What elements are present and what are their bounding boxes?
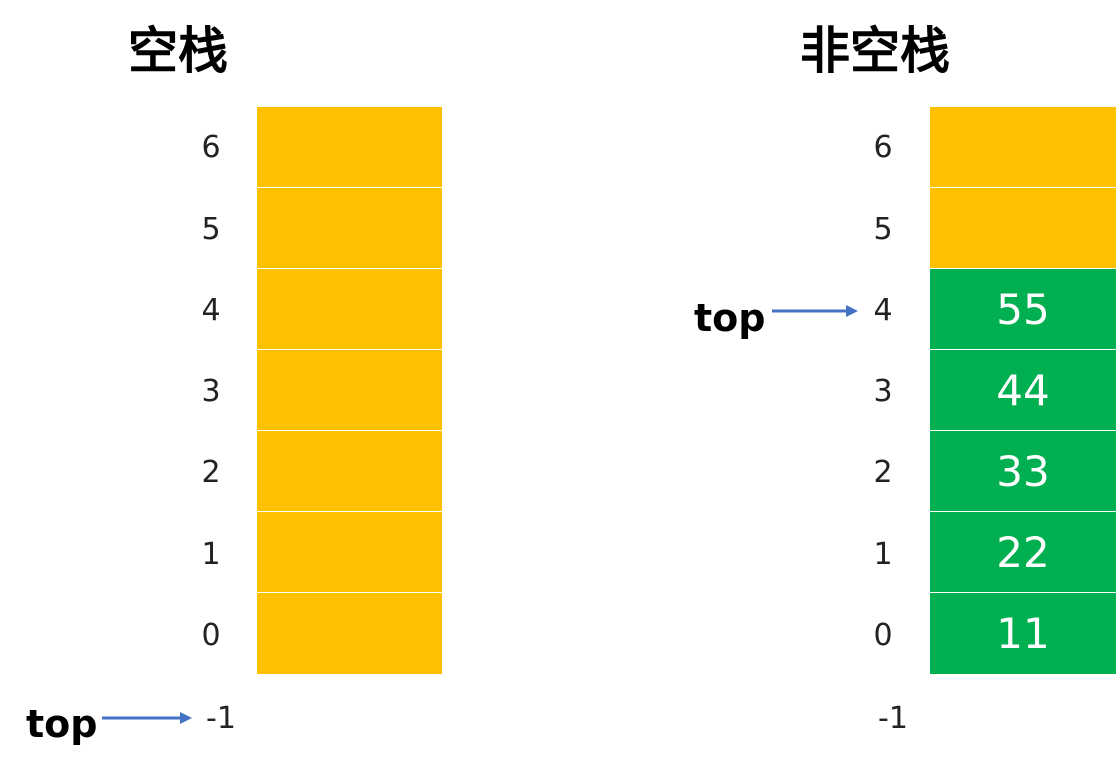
- index-label-0: 0: [873, 618, 893, 653]
- index-label-5: 5: [201, 212, 221, 247]
- index-label-0: 0: [201, 618, 221, 653]
- stack-slot-6: [930, 107, 1116, 188]
- index-label-minus-1: -1: [206, 701, 236, 736]
- index-label-minus-1: -1: [878, 701, 908, 736]
- stack-slot-5: [930, 188, 1116, 269]
- index-label-1: 1: [873, 537, 893, 572]
- index-label-2: 2: [873, 455, 893, 490]
- top-pointer-arrow-icon: [772, 305, 858, 317]
- stack-slot-2: 33: [930, 431, 1116, 512]
- top-pointer-label: top: [694, 296, 766, 340]
- index-label-2: 2: [201, 455, 221, 490]
- stack-slot-4: [257, 269, 442, 350]
- stack-slot-0: [257, 593, 442, 674]
- stack-slot-0: 11: [930, 593, 1116, 674]
- index-label-6: 6: [873, 130, 893, 165]
- empty-stack: [257, 107, 442, 674]
- stack-slot-1: 22: [930, 512, 1116, 593]
- nonempty-stack: 55 44 33 22 11: [930, 107, 1116, 674]
- index-label-6: 6: [201, 130, 221, 165]
- stack-slot-6: [257, 107, 442, 188]
- index-label-3: 3: [201, 374, 221, 409]
- empty-stack-title: 空栈: [128, 22, 228, 80]
- nonempty-stack-title: 非空栈: [800, 22, 950, 80]
- stack-slot-1: [257, 512, 442, 593]
- stack-slot-5: [257, 188, 442, 269]
- index-label-1: 1: [201, 537, 221, 572]
- index-label-3: 3: [873, 374, 893, 409]
- index-label-4: 4: [201, 293, 221, 328]
- stack-slot-3: [257, 350, 442, 431]
- index-label-4: 4: [873, 293, 893, 328]
- top-pointer-label: top: [26, 702, 98, 746]
- stack-slot-4: 55: [930, 269, 1116, 350]
- stack-slot-2: [257, 431, 442, 512]
- top-pointer-arrow-icon: [102, 712, 192, 724]
- stack-slot-3: 44: [930, 350, 1116, 431]
- index-label-5: 5: [873, 212, 893, 247]
